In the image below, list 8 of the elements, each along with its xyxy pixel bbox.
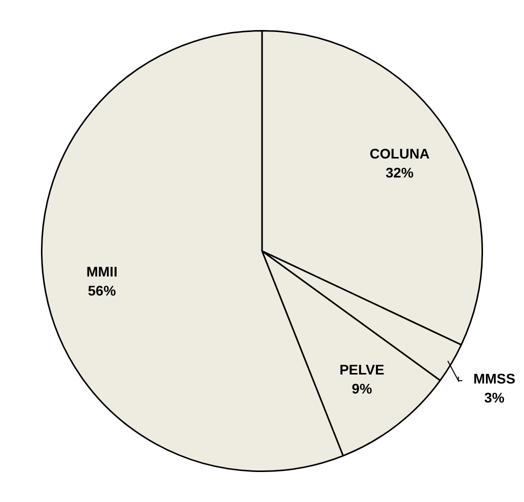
slice-label: PELVE	[339, 362, 384, 378]
data-label: 32%	[386, 164, 414, 181]
slice-label: MMSS	[473, 370, 516, 386]
slice-label: COLUNA	[370, 146, 430, 162]
data-label: 56%	[88, 282, 116, 298]
data-label: 9%	[352, 380, 373, 397]
slice-label: MMII	[86, 263, 118, 280]
data-label: 3%	[484, 389, 505, 406]
